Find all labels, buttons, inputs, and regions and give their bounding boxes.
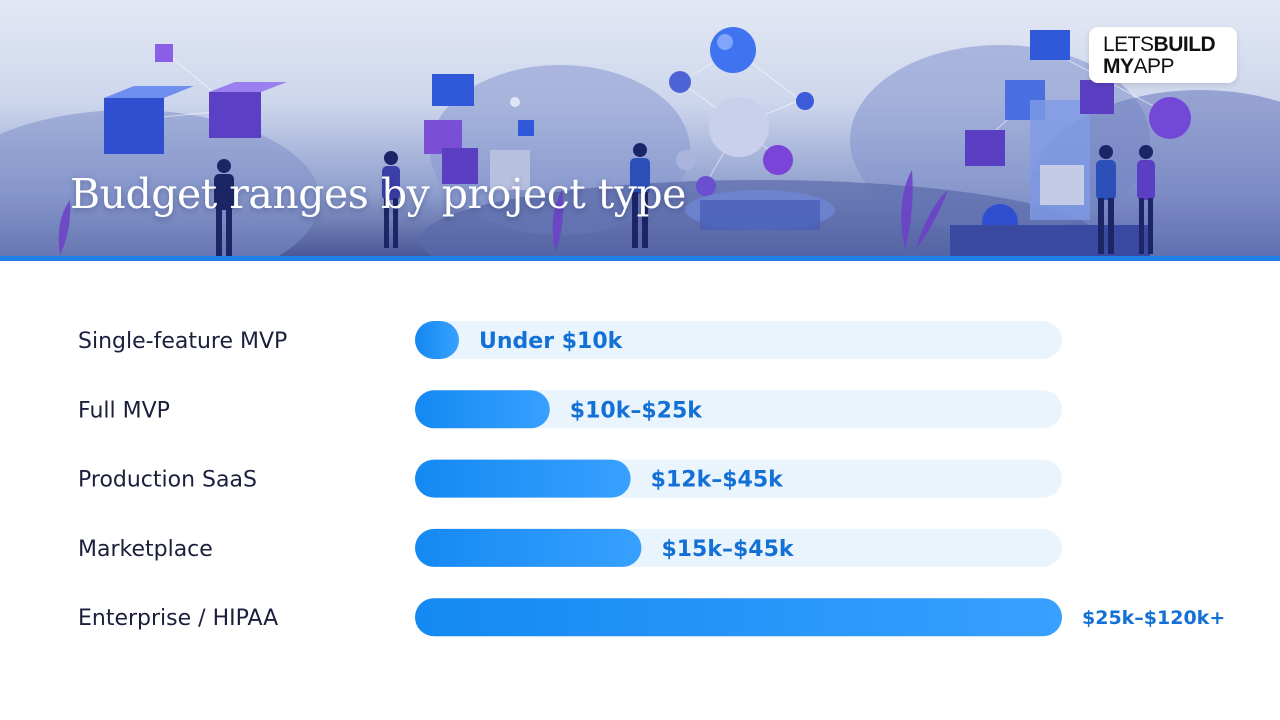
bar-value-label-production-saas: $12k–$45k [651,468,784,493]
category-label-single-feature-mvp: Single-feature MVP [78,329,287,354]
page-title: Budget ranges by project type [70,170,686,218]
bar-full-mvp [415,390,550,429]
bar-value-label-single-feature-mvp: Under $10k [479,329,624,354]
logo-text-build: BUILD [1153,33,1216,56]
bar-enterprise-hipaa [415,598,1062,637]
bar-value-label-full-mvp: $10k–$25k [570,398,703,423]
category-label-enterprise-hipaa: Enterprise / HIPAA [78,606,278,631]
hero-divider [0,256,1280,261]
brand-logo: LETSBUILD MYAPP [1089,27,1237,83]
budget-bar-chart: Single-feature MVP Under $10k Full MVP $10k… [78,321,1225,637]
bar-track-full-mvp [415,390,1062,429]
bar-production-saas [415,459,631,498]
logo-line-1: LETSBUILD [1103,33,1216,56]
logo-text-app: APP [1133,55,1175,78]
bar-track-single-feature-mvp [415,321,1062,359]
hero-banner: Budget ranges by project type LETSBUILD … [0,0,1280,256]
logo-text-lets: LETS [1103,33,1154,56]
logo-line-2: MYAPP [1103,55,1175,78]
bar-single-feature-mvp [415,321,459,359]
category-label-marketplace: Marketplace [78,537,213,562]
bar-value-label-marketplace: $15k–$45k [661,537,794,562]
budget-chart: Single-feature MVP Under $10k Full MVP $10k… [0,261,1280,720]
category-label-full-mvp: Full MVP [78,398,170,423]
category-label-production-saas: Production SaaS [78,468,257,493]
bar-value-label-enterprise-hipaa: $25k–$120k+ [1082,607,1225,629]
hero-illustration [0,27,1280,256]
bar-marketplace [415,528,642,567]
logo-text-my: MY [1103,55,1134,78]
